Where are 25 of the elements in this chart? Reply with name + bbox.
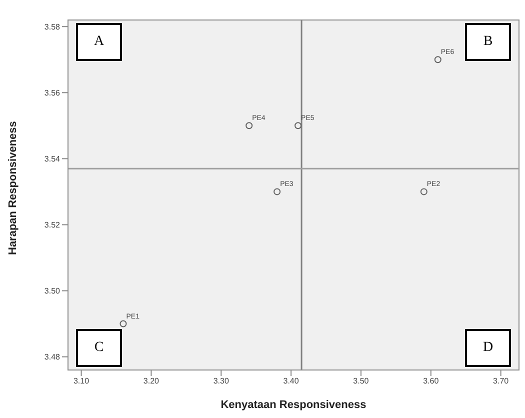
x-tick-label: 3.60 xyxy=(423,376,440,386)
y-tick-label: 3.48 xyxy=(44,352,61,362)
point xyxy=(274,188,281,196)
y-tick-label: 3.54 xyxy=(44,154,61,164)
y-tick-label: 3.50 xyxy=(44,286,61,296)
point xyxy=(420,188,428,196)
point xyxy=(434,56,442,64)
annotation: C xyxy=(76,329,122,367)
annotation: B xyxy=(465,23,511,61)
x-axis-title: Kenyataan Responsiveness xyxy=(220,399,366,411)
annotation: D xyxy=(465,329,511,367)
point xyxy=(120,320,127,328)
x-tick-label: 3.40 xyxy=(283,376,300,386)
x-tick-label: 3.30 xyxy=(213,376,230,386)
y-tick-label: 3.56 xyxy=(44,88,61,98)
x-tick-label: 3.50 xyxy=(353,376,370,386)
x-tick-label: 3.20 xyxy=(143,376,160,386)
point xyxy=(294,122,302,130)
y-tick-label: 3.58 xyxy=(44,22,61,32)
x-tick-label: 3.70 xyxy=(493,376,510,386)
y-tick-label: 3.52 xyxy=(44,220,61,230)
point xyxy=(246,122,253,130)
y-axis-title: Harapan Responsiveness xyxy=(6,121,19,255)
annotation: A xyxy=(76,23,122,61)
x-tick-label: 3.10 xyxy=(73,376,90,386)
